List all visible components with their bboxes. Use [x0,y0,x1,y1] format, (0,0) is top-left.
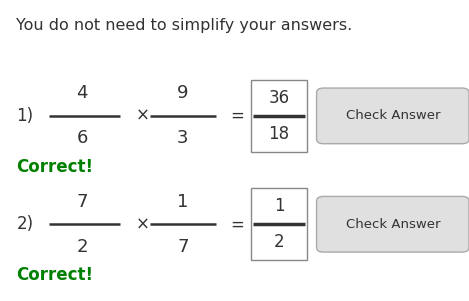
Text: 9: 9 [177,84,189,102]
Text: Check Answer: Check Answer [346,109,440,123]
Text: 2): 2) [16,215,34,233]
Text: 2: 2 [76,238,88,256]
Text: ×: × [136,215,150,233]
Text: 36: 36 [268,89,290,107]
FancyBboxPatch shape [317,88,469,144]
Text: 2: 2 [274,233,284,251]
FancyBboxPatch shape [317,197,469,252]
Text: 4: 4 [76,84,88,102]
Text: 18: 18 [268,125,290,143]
Text: 7: 7 [177,238,189,256]
Text: 3: 3 [177,129,189,147]
Text: 7: 7 [76,193,88,211]
Text: 1: 1 [177,193,189,211]
Text: =: = [230,215,244,233]
Text: Check Answer: Check Answer [346,218,440,231]
Text: Correct!: Correct! [16,266,93,284]
Text: =: = [230,107,244,125]
Text: 1): 1) [16,107,34,125]
FancyBboxPatch shape [251,188,307,260]
Text: You do not need to simplify your answers.: You do not need to simplify your answers… [16,18,353,33]
Text: 1: 1 [274,197,284,215]
FancyBboxPatch shape [251,80,307,152]
Text: 6: 6 [76,129,88,147]
Text: Correct!: Correct! [16,158,93,176]
Text: ×: × [136,107,150,125]
